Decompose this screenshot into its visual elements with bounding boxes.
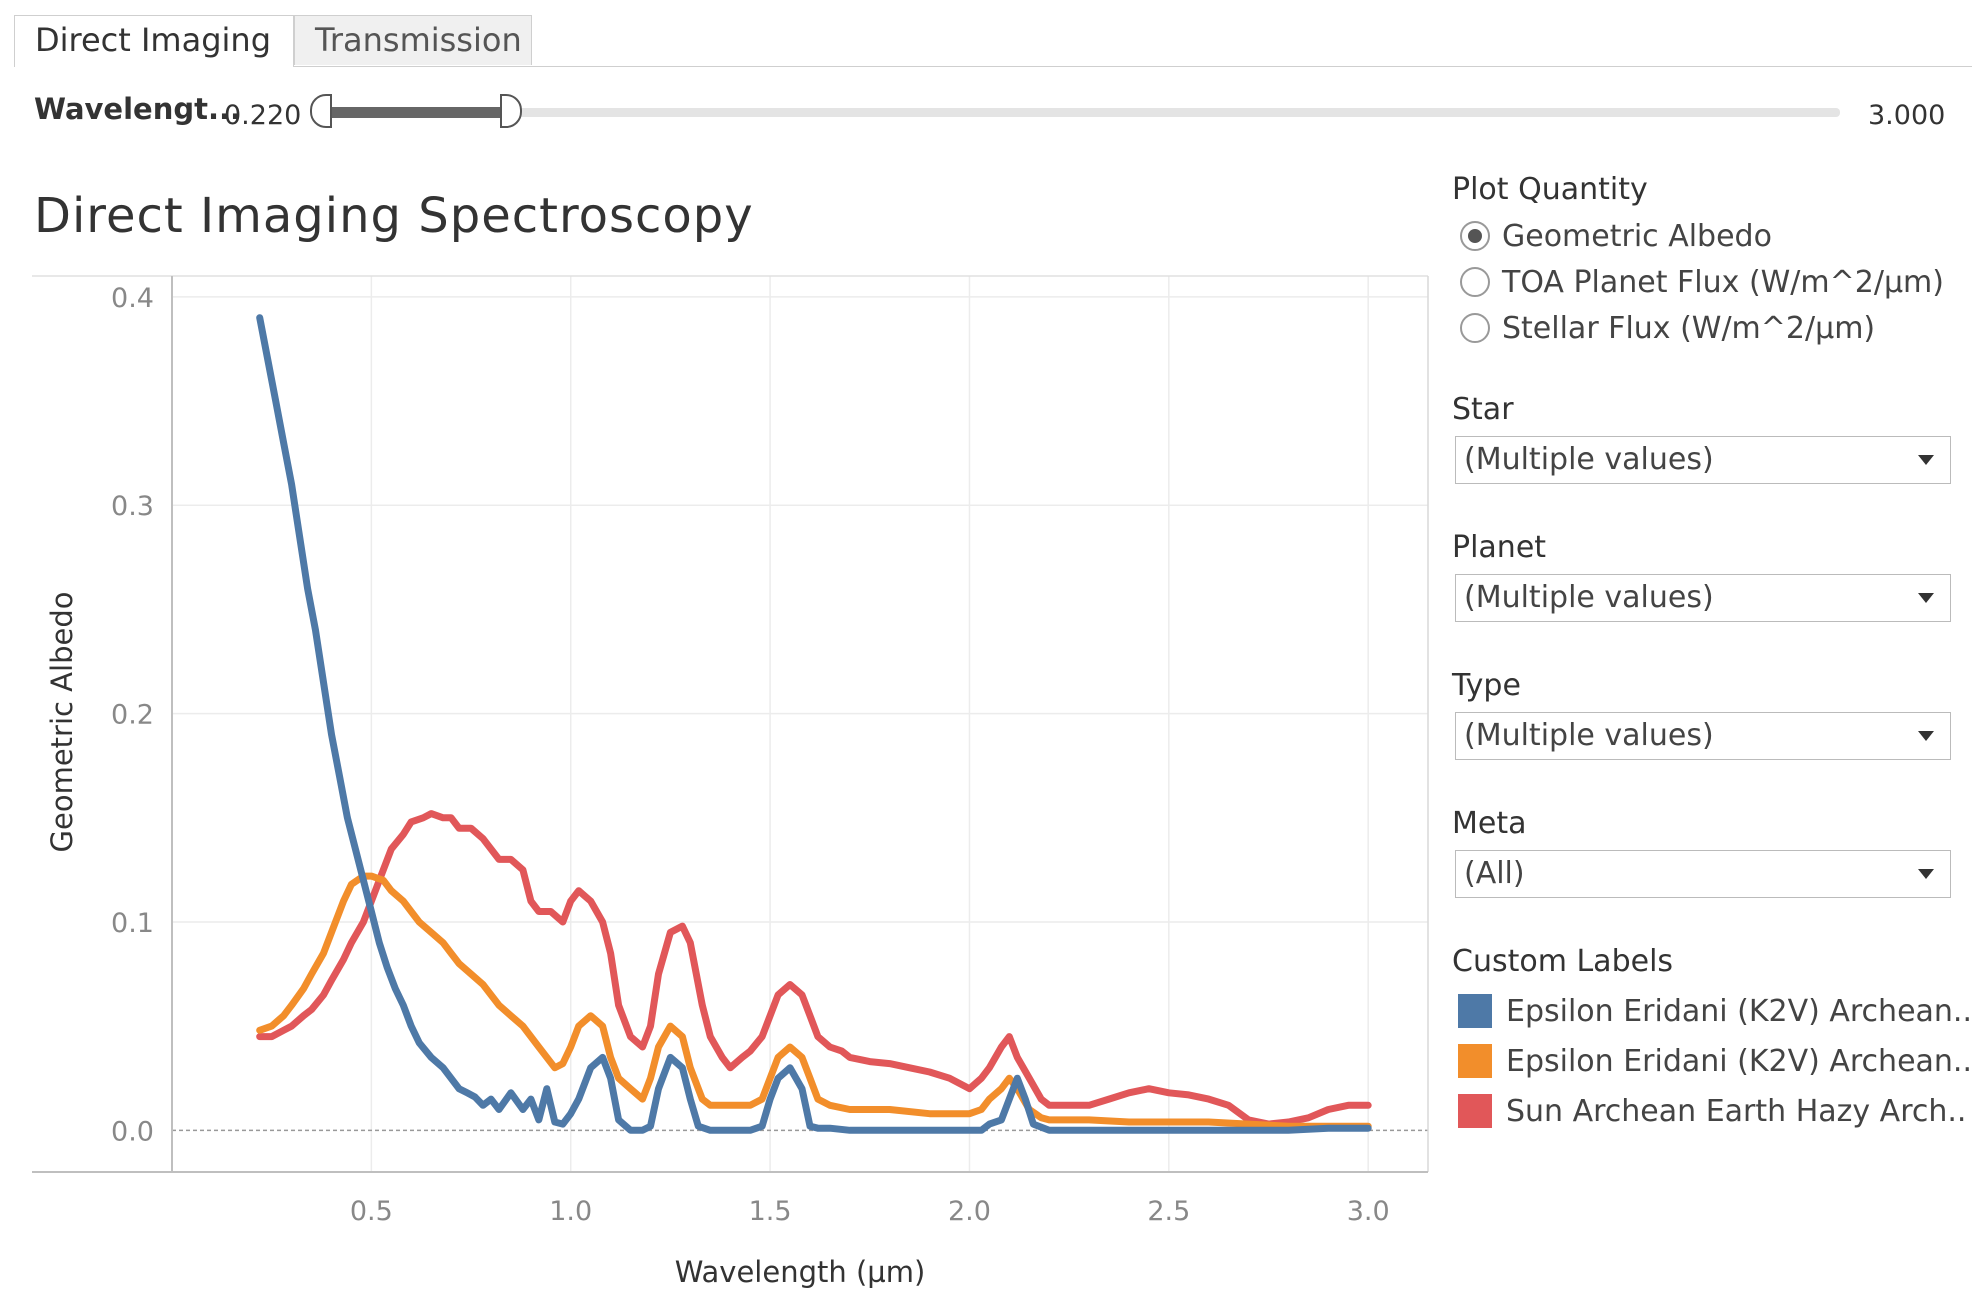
- plot-quantity-heading: Plot Quantity: [1452, 172, 1648, 207]
- y-tick-label: 0.3: [111, 491, 154, 522]
- star-dropdown[interactable]: (Multiple values): [1455, 436, 1951, 484]
- wavelength-slider-range: [330, 107, 510, 118]
- caret-down-icon: [1918, 455, 1934, 465]
- y-axis-label: Geometric Albedo: [45, 592, 79, 853]
- legend-label: Epsilon Eridani (K2V) Archean..: [1506, 993, 1972, 1029]
- type-dropdown-value: (Multiple values): [1464, 718, 1714, 753]
- wavelength-slider-min: 0.220: [224, 100, 302, 131]
- x-tick-label: 1.5: [749, 1196, 792, 1227]
- legend-swatch: [1458, 994, 1492, 1028]
- meta-filter-heading: Meta: [1452, 806, 1527, 841]
- chart-grid: [172, 276, 1428, 1172]
- legend-heading: Custom Labels: [1452, 944, 1674, 979]
- tab-bar: Direct Imaging Transmission: [14, 15, 1972, 67]
- meta-dropdown-value: (All): [1464, 856, 1525, 891]
- radio-unselected-icon: [1460, 313, 1490, 343]
- y-tick-label: 0.1: [111, 908, 154, 939]
- wavelength-slider-max: 3.000: [1868, 100, 1946, 131]
- wavelength-slider-track[interactable]: [320, 108, 1840, 117]
- caret-down-icon: [1918, 869, 1934, 879]
- chart-tick-labels: 0.5 1.0 1.5 2.0 2.5 3.0 0.0 0.1 0.2 0.3 0.4: [111, 283, 1390, 1227]
- x-tick-label: 1.0: [549, 1196, 592, 1227]
- planet-dropdown-value: (Multiple values): [1464, 580, 1714, 615]
- legend-swatch: [1458, 1044, 1492, 1078]
- wavelength-slider-min-handle[interactable]: [310, 94, 332, 128]
- planet-filter-heading: Planet: [1452, 530, 1547, 565]
- wavelength-slider-label: Wavelengt...: [34, 92, 242, 126]
- y-tick-label: 0.4: [111, 283, 154, 314]
- x-tick-label: 3.0: [1347, 1196, 1390, 1227]
- legend-label: Sun Archean Earth Hazy Arch..: [1506, 1093, 1967, 1129]
- type-filter-heading: Type: [1452, 668, 1521, 703]
- wavelength-slider-max-handle[interactable]: [500, 94, 522, 128]
- radio-label: Geometric Albedo: [1502, 218, 1772, 254]
- chart-series: [256, 314, 1372, 1134]
- y-tick-label: 0.2: [111, 700, 154, 731]
- chart-title: Direct Imaging Spectroscopy: [34, 188, 754, 244]
- tab-transmission[interactable]: Transmission: [294, 15, 532, 65]
- chart-axes: [32, 275, 1429, 1173]
- radio-label: Stellar Flux (W/m^2/µm): [1502, 310, 1876, 346]
- legend-item[interactable]: Epsilon Eridani (K2V) Archean..: [1458, 1041, 1972, 1081]
- caret-down-icon: [1918, 731, 1934, 741]
- legend-item[interactable]: Sun Archean Earth Hazy Arch..: [1458, 1091, 1966, 1131]
- radio-label: TOA Planet Flux (W/m^2/µm): [1502, 264, 1944, 300]
- x-tick-label: 0.5: [350, 1196, 393, 1227]
- star-filter-heading: Star: [1452, 392, 1514, 427]
- radio-geometric-albedo[interactable]: Geometric Albedo: [1460, 218, 1772, 254]
- x-axis-label: Wavelength (µm): [675, 1255, 926, 1289]
- x-tick-label: 2.5: [1147, 1196, 1190, 1227]
- radio-unselected-icon: [1460, 267, 1490, 297]
- meta-dropdown[interactable]: (All): [1455, 850, 1951, 898]
- radio-selected-icon: [1460, 221, 1490, 251]
- y-tick-label: 0.0: [111, 1116, 154, 1147]
- legend-item[interactable]: Epsilon Eridani (K2V) Archean..: [1458, 991, 1972, 1031]
- legend-swatch: [1458, 1094, 1492, 1128]
- planet-dropdown[interactable]: (Multiple values): [1455, 574, 1951, 622]
- series-line: [256, 314, 1372, 1134]
- radio-stellar-flux[interactable]: Stellar Flux (W/m^2/µm): [1460, 310, 1875, 346]
- caret-down-icon: [1918, 593, 1934, 603]
- type-dropdown[interactable]: (Multiple values): [1455, 712, 1951, 760]
- radio-toa-planet-flux[interactable]: TOA Planet Flux (W/m^2/µm): [1460, 264, 1944, 300]
- tab-direct-imaging[interactable]: Direct Imaging: [14, 15, 294, 67]
- series-line: [256, 810, 1372, 1128]
- x-tick-label: 2.0: [948, 1196, 991, 1227]
- legend-label: Epsilon Eridani (K2V) Archean..: [1506, 1043, 1972, 1079]
- series-line: [256, 872, 1372, 1130]
- star-dropdown-value: (Multiple values): [1464, 442, 1714, 477]
